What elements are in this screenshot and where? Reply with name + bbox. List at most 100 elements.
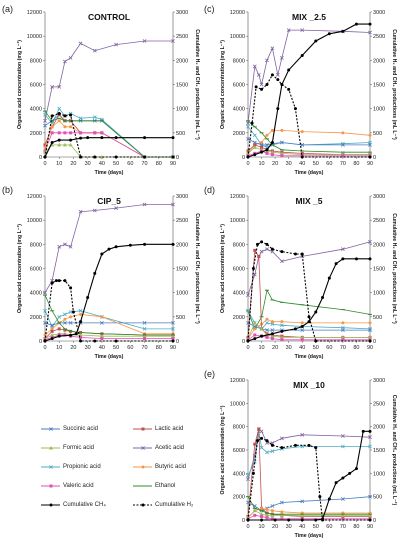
chart-title: MIX _10 <box>293 380 325 390</box>
legend-swatch <box>41 484 60 488</box>
data-point <box>293 107 297 111</box>
y-axis-label: Organic acid concentration (mg L⁻¹) <box>17 224 23 313</box>
series-line <box>44 132 173 158</box>
x-tick-label: 10 <box>56 161 62 167</box>
x-tick-label: 0 <box>246 524 249 530</box>
data-point <box>265 148 269 152</box>
legend-item-butyric-acid: Butyric acid <box>132 463 186 470</box>
series-succinic-acid <box>43 320 175 328</box>
series-line <box>44 313 173 336</box>
x-tick-label: 50 <box>113 345 119 351</box>
data-point <box>260 141 264 144</box>
y-tick-label: 2000 <box>30 131 42 137</box>
legend-item-ethanol: Ethanol <box>132 482 175 489</box>
legend-swatch <box>133 427 152 431</box>
data-point <box>50 323 54 328</box>
series-line <box>44 110 173 158</box>
data-point <box>314 518 318 522</box>
y2-tick-label: 500 <box>373 315 382 321</box>
data-point <box>300 325 304 328</box>
data-point <box>171 337 175 341</box>
data-point <box>260 150 264 154</box>
data-point <box>50 125 54 129</box>
y-tick-label: 6000 <box>233 448 245 454</box>
x-tick-label: 40 <box>299 524 305 530</box>
x-tick-label: 10 <box>258 161 264 167</box>
data-point <box>69 113 73 117</box>
data-point <box>279 513 284 517</box>
data-point <box>307 315 311 319</box>
y2-tick-label: 0 <box>373 518 376 524</box>
data-point <box>254 85 258 89</box>
x-tick-label: 50 <box>313 345 319 351</box>
data-point <box>252 64 257 69</box>
y2-tick-label: 1000 <box>373 107 385 113</box>
y2-tick-label: 1000 <box>373 471 385 477</box>
data-point <box>50 327 54 331</box>
legend-item-cumulative-h: Cumulative H₂ <box>132 501 193 508</box>
data-point <box>79 136 83 140</box>
data-point <box>368 155 372 159</box>
data-point <box>279 151 284 155</box>
data-point <box>246 155 250 159</box>
y-tick-label: 4000 <box>233 471 245 477</box>
data-point <box>314 39 318 43</box>
x-tick-label: 60 <box>326 345 332 351</box>
data-point <box>270 504 275 508</box>
data-point <box>57 244 62 249</box>
data-point <box>69 138 73 142</box>
x-tick-label: 0 <box>246 161 249 167</box>
data-point <box>252 272 257 277</box>
x-tick-label: 70 <box>340 161 346 167</box>
panel-letter: (e) <box>204 369 215 379</box>
data-point <box>321 518 325 522</box>
data-point <box>265 317 269 321</box>
x-tick-label: 90 <box>367 161 373 167</box>
series-propionic-acid <box>246 429 372 478</box>
legend-swatch <box>133 465 152 469</box>
data-point <box>300 432 305 437</box>
data-point <box>368 513 372 517</box>
data-point <box>280 154 284 158</box>
y2-axis-label: Cumulative H₂ and CH₄ productions (mL L⁻… <box>194 213 200 324</box>
data-point <box>341 328 345 333</box>
data-point <box>68 142 73 147</box>
data-point <box>63 125 67 129</box>
x-axis-label: Time (days) <box>295 354 324 360</box>
y-tick-label: 0 <box>39 339 42 345</box>
data-point <box>368 435 372 440</box>
data-point <box>260 506 264 510</box>
data-point <box>293 443 297 447</box>
data-point <box>57 119 61 123</box>
data-point <box>93 155 97 159</box>
series-acetic-acid <box>246 240 372 297</box>
data-point <box>50 278 54 283</box>
series-ethanol <box>246 120 372 153</box>
data-point <box>270 337 274 341</box>
data-point <box>142 320 147 325</box>
y-tick-label: 4000 <box>233 291 245 297</box>
data-point <box>128 243 132 247</box>
data-point <box>280 446 284 450</box>
data-point <box>71 310 75 314</box>
data-point <box>265 335 269 339</box>
data-point <box>256 72 261 77</box>
panel-letter: (d) <box>204 185 215 195</box>
x-tick-label: 50 <box>113 161 119 167</box>
data-point <box>57 85 62 89</box>
data-point <box>368 257 372 261</box>
data-point <box>57 106 62 111</box>
data-point <box>280 56 284 60</box>
data-point <box>341 497 345 501</box>
y-tick-label: 6000 <box>233 83 245 89</box>
y-tick-label: 4000 <box>30 107 42 113</box>
data-point <box>57 279 61 283</box>
data-point <box>246 293 250 297</box>
data-point <box>270 332 274 336</box>
data-point <box>257 427 261 431</box>
y-tick-label: 10000 <box>27 34 42 40</box>
data-point <box>259 326 264 331</box>
data-point <box>270 141 274 144</box>
x-tick-label: 20 <box>70 161 76 167</box>
